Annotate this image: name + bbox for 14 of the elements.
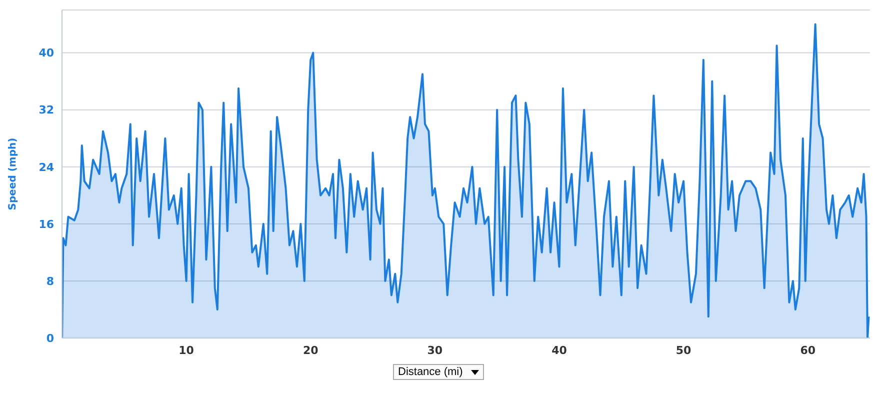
y-tick-label: 8 (46, 274, 54, 288)
y-tick-label: 24 (38, 160, 54, 174)
x-tick-label: 30 (427, 344, 443, 357)
x-tick-label: 40 (552, 344, 568, 357)
y-tick-label: 40 (38, 46, 54, 60)
x-tick-label: 10 (178, 344, 194, 357)
y-tick-label: 32 (38, 104, 54, 117)
y-tick-label: 0 (46, 332, 54, 345)
x-tick-label: 50 (676, 344, 692, 357)
x-tick-label: 20 (302, 344, 319, 357)
x-tick-label: 60 (800, 344, 816, 357)
y-tick-label: 16 (38, 218, 54, 231)
x-axis-title: Distance (mi) (398, 366, 463, 378)
y-axis-title: Speed (mph) (8, 138, 19, 210)
